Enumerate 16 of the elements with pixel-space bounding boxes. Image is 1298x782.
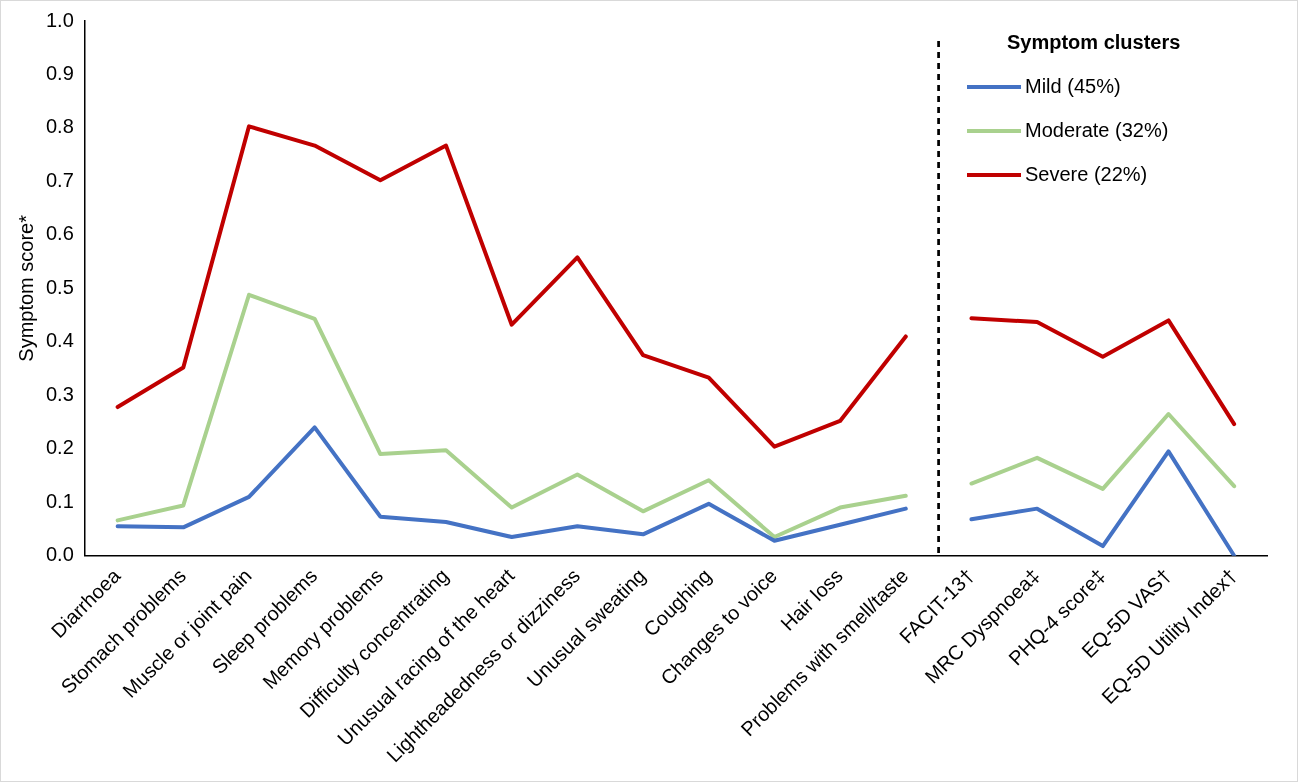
legend-label: Mild (45%) bbox=[1025, 74, 1121, 97]
legend-title: Symptom clusters bbox=[1007, 30, 1181, 53]
y-tick-label: 0.1 bbox=[45, 489, 74, 512]
y-tick-label: 0.8 bbox=[45, 115, 74, 138]
legend-label: Moderate (32%) bbox=[1025, 118, 1169, 141]
y-tick-label: 0.7 bbox=[45, 168, 74, 191]
y-tick-label: 0.6 bbox=[45, 222, 74, 245]
y-tick-label: 0.3 bbox=[45, 382, 74, 405]
y-tick-label: 0.2 bbox=[45, 436, 74, 459]
y-tick-label: 0.4 bbox=[45, 329, 74, 352]
legend-label: Severe (22%) bbox=[1025, 162, 1148, 185]
y-tick-label: 0.5 bbox=[45, 275, 74, 298]
y-tick-label: 1.0 bbox=[45, 8, 74, 31]
y-axis-title: Symptom score* bbox=[14, 214, 37, 362]
y-tick-label: 0.0 bbox=[45, 543, 74, 566]
y-tick-label: 0.9 bbox=[45, 61, 74, 84]
